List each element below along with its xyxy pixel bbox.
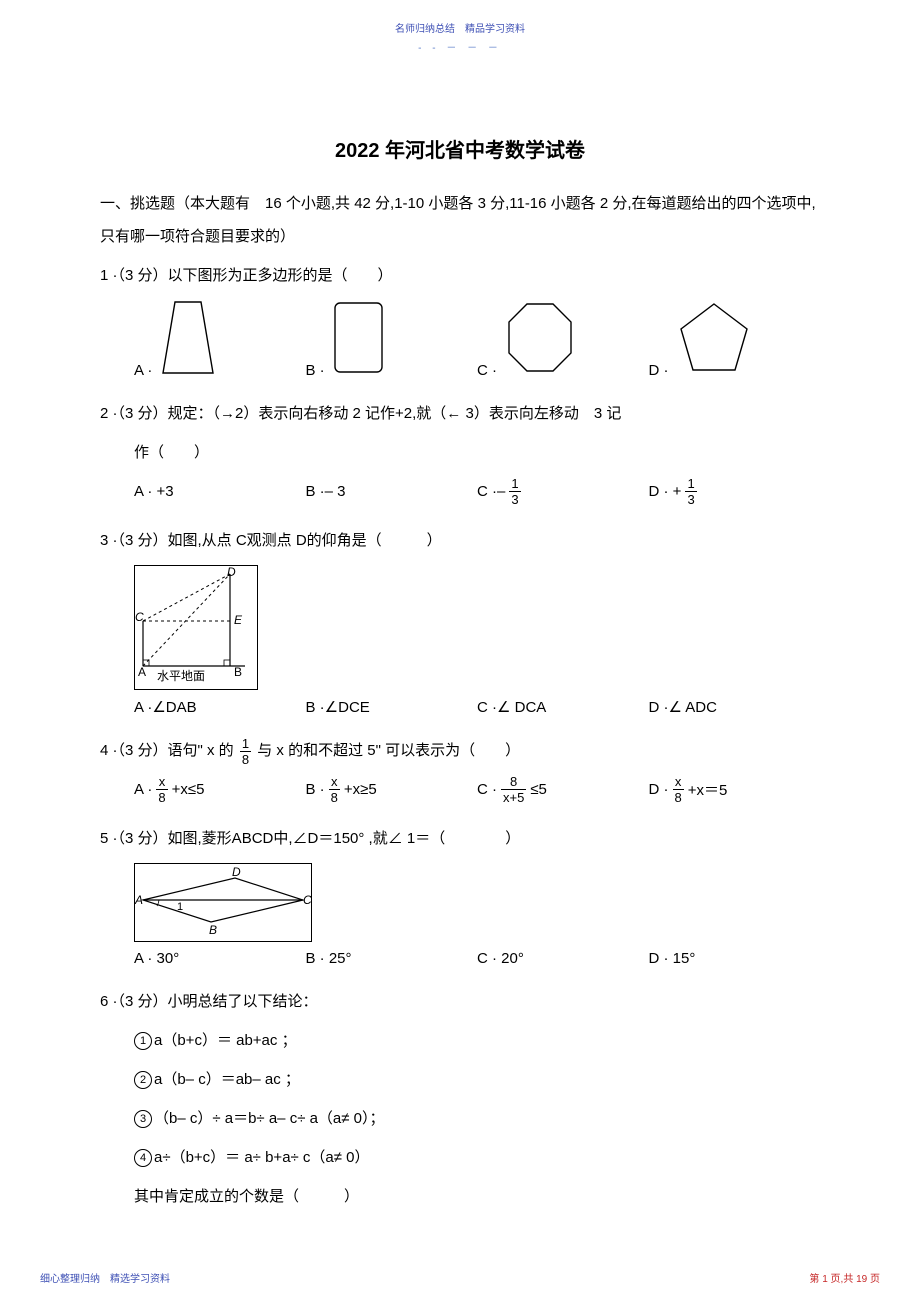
svg-text:E: E [234, 613, 243, 627]
q4-text: 4 ·（3 分）语句" x 的 18 与 x 的和不超过 5" 可以表示为（ ） [100, 734, 820, 767]
doc-title: 2022 年河北省中考数学试卷 [100, 134, 820, 163]
q3-opt-c: C ·∠ DCA [477, 698, 649, 716]
svg-text:D: D [232, 865, 241, 879]
q5-opt-d: D · 15° [649, 950, 821, 967]
q6-text: 6 ·（3 分）小明总结了以下结论： [100, 985, 820, 1018]
pentagon-icon [675, 300, 753, 379]
q3-opt-d: D ·∠ ADC [649, 698, 821, 716]
q2-opt-d: D · + 13 [649, 477, 821, 506]
q4-options: A · x8 +x≤5 B · x8 +x≥5 C · 8x+5 ≤5 D · … [100, 775, 820, 804]
footer-right: 第 1 页,共 19 页 [809, 1270, 880, 1285]
q2-line1: 2 ·（3 分）规定：（→2）表示向右移动 2 记作+2,就（← 3）表示向左移… [100, 397, 820, 430]
footer-left: 细心整理归纳 精选学习资料 [40, 1270, 170, 1285]
q5-opt-a: A · 30° [134, 950, 306, 967]
q1-opt-c: C · [477, 300, 649, 379]
q2-line2: 作（ ） [100, 436, 820, 469]
fraction-icon: 8x+5 [501, 775, 526, 804]
page: 名师归纳总结 精品学习资料 - - － － － 2022 年河北省中考数学试卷 … [0, 0, 920, 1303]
svg-text:C: C [135, 610, 144, 624]
header-dashes: - - － － － [100, 39, 820, 54]
trapezoid-icon [158, 300, 218, 379]
svg-text:A: A [135, 893, 143, 907]
q1-options: A · B · C · D · [100, 300, 820, 379]
q5-diagram-wrap: A D C B 1 [100, 863, 820, 942]
q6-item-1: 1a（b+c）＝ ab+ac ； [100, 1024, 820, 1057]
q3-options: A ·∠DAB B ·∠DCE C ·∠ DCA D ·∠ ADC [100, 698, 820, 716]
svg-text:B: B [209, 923, 217, 936]
q4-opt-c: C · 8x+5 ≤5 [477, 775, 649, 804]
svg-text:D: D [227, 566, 236, 579]
q1-opt-b: B · [306, 300, 478, 379]
q1-opt-a: A · [134, 300, 306, 379]
circled-three-icon: 3 [134, 1110, 152, 1128]
q2-opt-d-pre: D · + [649, 483, 682, 500]
fraction-icon: x8 [329, 775, 340, 804]
q2-opt-a-label: A · +3 [134, 483, 174, 500]
circled-one-icon: 1 [134, 1032, 152, 1050]
q1-opt-d: D · [649, 300, 821, 379]
q5-diagram: A D C B 1 [134, 863, 312, 942]
q1-text: 1 ·（3 分）以下图形为正多边形的是（ ） [100, 259, 820, 292]
fraction-icon: 13 [685, 477, 696, 506]
q4-pre: 4 ·（3 分）语句" x 的 [100, 742, 234, 759]
section-heading: 一、挑选题（本大题有 16 个小题,共 42 分,1-10 小题各 3 分,11… [100, 187, 820, 253]
q3-opt-a: A ·∠DAB [134, 698, 306, 716]
fraction-icon: x8 [156, 775, 167, 804]
q1-opt-c-label: C · [477, 362, 497, 379]
q1-opt-b-label: B · [306, 362, 325, 379]
q5-options: A · 30° B · 25° C · 20° D · 15° [100, 950, 820, 967]
q1-opt-d-label: D · [649, 362, 669, 379]
svg-text:A: A [138, 665, 146, 679]
octagon-icon [503, 300, 577, 379]
fraction-icon: 18 [240, 737, 251, 766]
q5-opt-c: C · 20° [477, 950, 649, 967]
q4-opt-a: A · x8 +x≤5 [134, 775, 306, 804]
q4-opt-b: B · x8 +x≥5 [306, 775, 478, 804]
q3-text: 3 ·（3 分）如图,从点 C观测点 D的仰角是（ ） [100, 524, 820, 557]
svg-text:水平地面: 水平地面 [157, 669, 205, 683]
q6-item-2: 2a（b– c）＝ab– ac ； [100, 1063, 820, 1096]
q2-options: A · +3 B ·– 3 C ·– 13 D · + 13 [100, 477, 820, 506]
svg-text:1: 1 [177, 901, 183, 913]
q3-diagram-wrap: A B C E D 水平地面 [100, 565, 820, 690]
fraction-icon: 13 [509, 477, 520, 506]
q6-closing: 其中肯定成立的个数是（ ） [100, 1180, 820, 1213]
circled-four-icon: 4 [134, 1149, 152, 1167]
fraction-icon: x8 [673, 775, 684, 804]
q4-post: 与 x 的和不超过 5" 可以表示为（ ） [257, 742, 520, 759]
q2-opt-c: C ·– 13 [477, 477, 649, 506]
q2-opt-b: B ·– 3 [306, 477, 478, 506]
svg-text:C: C [303, 893, 311, 907]
header-top: 名师归纳总结 精品学习资料 [100, 20, 820, 35]
q2-opt-c-pre: C ·– [477, 483, 505, 500]
circled-two-icon: 2 [134, 1071, 152, 1089]
q2-opt-b-label: B ·– 3 [306, 483, 346, 500]
q6-item-4: 4a÷（b+c）＝ a÷ b+a÷ c（a≠ 0） [100, 1141, 820, 1174]
q1-opt-a-label: A · [134, 362, 152, 379]
q4-opt-d: D · x8 +x＝5 [649, 775, 821, 804]
rectangle-icon [331, 300, 386, 379]
svg-text:B: B [234, 665, 242, 679]
q3-opt-b: B ·∠DCE [306, 698, 478, 716]
q5-text: 5 ·（3 分）如图,菱形ABCD中,∠D＝150° ,就∠ 1＝（ ） [100, 822, 820, 855]
q3-diagram: A B C E D 水平地面 [134, 565, 258, 690]
q6-item-3: 3（b– c）÷ a＝b÷ a– c÷ a（a≠ 0）； [100, 1102, 820, 1135]
q5-opt-b: B · 25° [306, 950, 478, 967]
q2-opt-a: A · +3 [134, 477, 306, 506]
